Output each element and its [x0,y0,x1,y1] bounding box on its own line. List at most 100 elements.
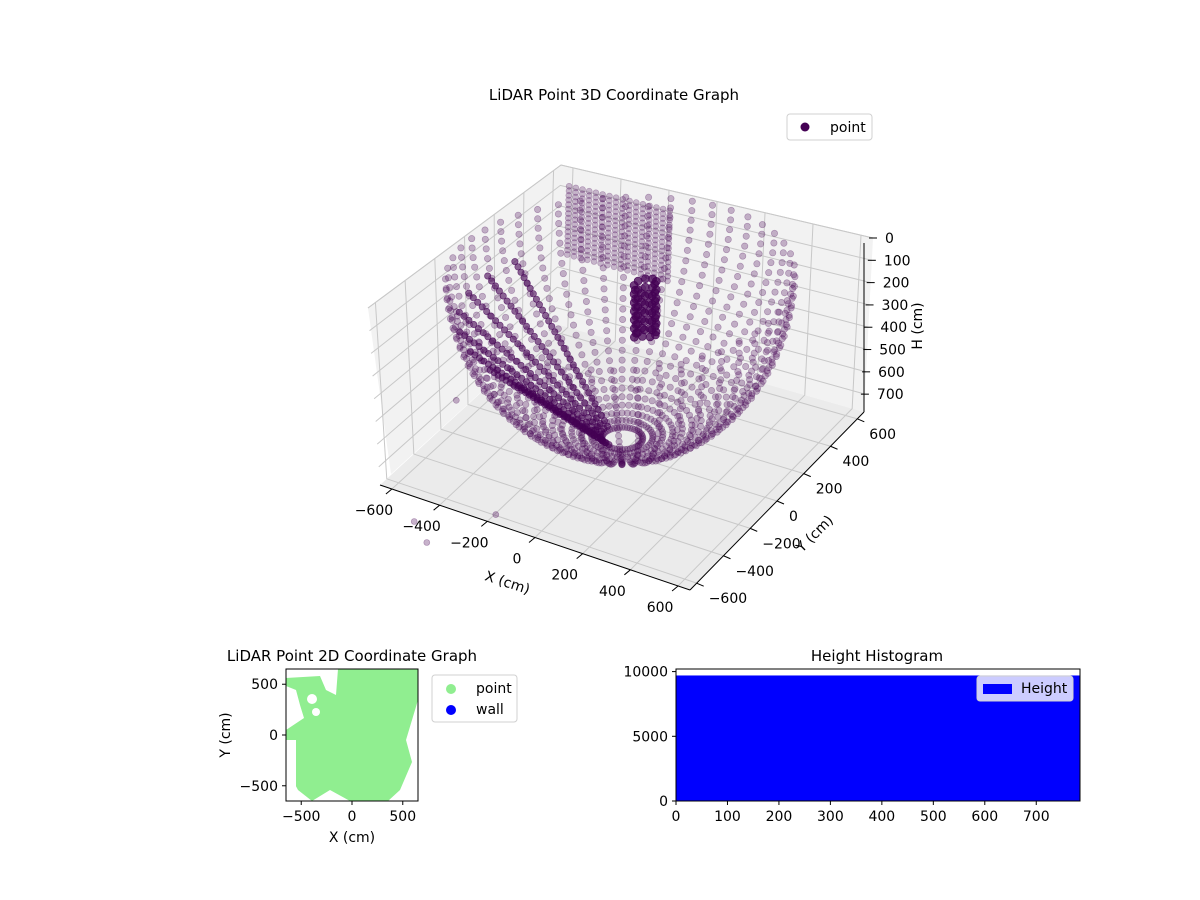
point-3d [539,264,547,272]
point-3d [464,361,472,369]
point-3d [624,445,632,453]
legend-3d-label-point: point [830,120,866,136]
point-3d [608,375,616,383]
point-3d [557,249,565,257]
point-3d [666,216,673,224]
point-3d [531,374,539,382]
point-3d [637,446,645,454]
point-3d [651,236,659,244]
point-3d [546,353,554,361]
point-3d [526,430,534,438]
point-3d [747,280,755,288]
point-3d [515,423,523,431]
point-3d [579,266,587,274]
point-3d [591,217,599,224]
point-3d [604,234,612,241]
point-3d [505,276,513,284]
x-tick-label-3d: 0 [513,552,522,568]
point-3d [687,395,695,403]
point-3d [578,227,585,234]
point-3d [666,214,674,222]
point-3d [551,315,559,323]
point-3d [720,339,728,347]
point-3d [548,421,556,429]
point-3d [738,379,746,387]
point-3d [574,454,582,462]
point-3d [569,435,577,443]
point-3d [585,206,593,213]
point-3d [565,187,573,195]
x-tick-label-3d: 200 [551,568,578,584]
legend-2d-label-wall: wall [476,702,504,718]
point-3d [626,202,633,209]
point-3d [604,347,612,355]
point-3d [638,247,645,254]
point-3d [739,387,747,395]
point-3d [716,420,724,428]
point-3d [713,400,721,408]
z-tick-label-3d: 100 [884,253,911,269]
point-3d [708,211,716,219]
point-3d [778,319,786,327]
point-3d [723,401,731,409]
point-3d [751,330,759,338]
point-3d [548,322,556,330]
point-3d [571,207,579,214]
point-3d [666,453,674,461]
point-3d [483,307,491,315]
z-tick-label-3d: 0 [885,231,894,247]
point-3d [479,381,487,389]
point-3d [647,455,655,463]
point-3d [484,389,492,397]
point-3d [497,218,505,226]
point-3d [780,289,788,297]
y-tick-label-3d: 400 [843,454,870,470]
point-3d [641,253,649,261]
point-3d [487,312,495,320]
point-3d [621,222,629,230]
point-3d [618,393,626,401]
point-3d [695,407,703,415]
point-3d [772,352,780,360]
point-3d [591,400,599,408]
point-3d [619,294,627,302]
point-3d [636,458,644,466]
point-3d [785,269,793,277]
point-3d [549,437,557,445]
point-3d [550,358,558,366]
point-3d [460,353,468,361]
point-3d [453,317,461,325]
point-3d [456,342,464,350]
point-3d [787,304,795,312]
point-3d [741,242,749,250]
point-3d [715,379,723,387]
point-3d [649,435,657,443]
point-3d [649,433,657,441]
point-3d [634,437,642,445]
point-3d [707,432,715,440]
point-3d [560,344,568,352]
point-3d [639,433,647,441]
point-3d [652,218,660,225]
point-3d [727,216,735,224]
point-3d [672,375,680,383]
point-3d [762,348,770,356]
point-3d [736,262,744,270]
point-3d [664,268,672,275]
point-3d [490,390,498,398]
point-3d [449,324,457,332]
point-3d [607,366,615,374]
point-3d [681,391,689,399]
point-3d [611,240,619,248]
point-3d [686,444,694,452]
point-3d [513,418,521,426]
point-3d [514,211,522,219]
point-3d [648,283,657,292]
point-3d [554,333,562,341]
point-3d [691,433,699,441]
point-3d [638,454,646,462]
point-3d [647,291,657,301]
point-3d [613,424,621,432]
point-3d [618,346,626,354]
point-3d [654,429,662,437]
